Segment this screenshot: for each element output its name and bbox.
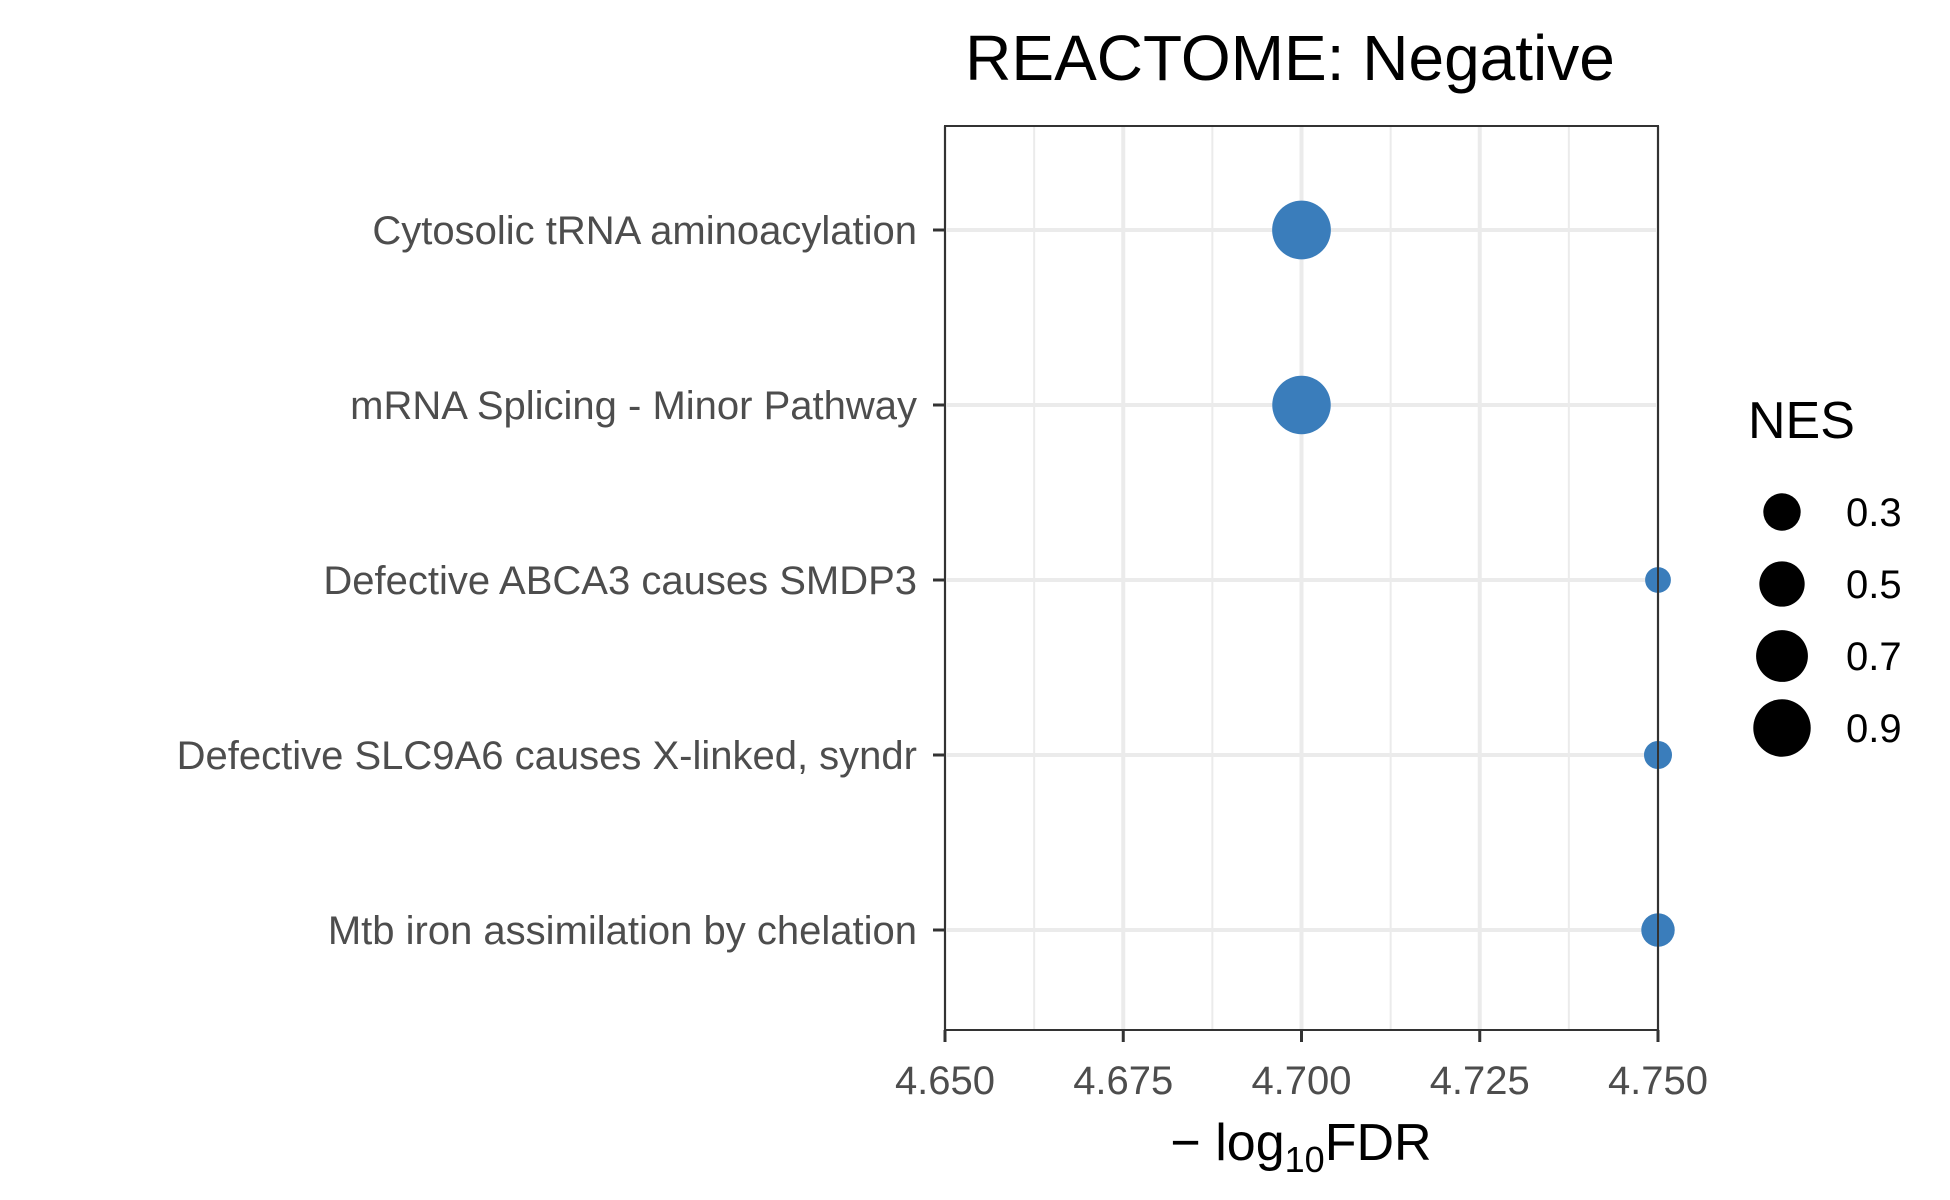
legend-label: 0.5 — [1846, 563, 1902, 607]
data-point — [1272, 200, 1331, 260]
y-tick-label: Defective ABCA3 causes SMDP3 — [323, 559, 917, 603]
legend-key — [1763, 493, 1801, 531]
x-tick-label: 4.725 — [1430, 1059, 1530, 1103]
x-tick-label: 4.675 — [1073, 1059, 1173, 1103]
legend-key — [1759, 561, 1805, 607]
y-tick-label: Mtb iron assimilation by chelation — [328, 909, 917, 953]
legend-label: 0.9 — [1846, 707, 1902, 751]
x-axis-title-prefix: − log — [1170, 1114, 1284, 1172]
x-axis: 4.650 4.675 4.700 4.725 4.750 — [895, 1030, 1708, 1103]
data-point — [1272, 375, 1331, 435]
x-tick-label: 4.700 — [1251, 1059, 1351, 1103]
size-legend: NES 0.3 0.5 0.7 0.9 — [1748, 392, 1902, 757]
x-tick-label: 4.750 — [1608, 1059, 1708, 1103]
legend-key — [1756, 630, 1808, 682]
y-axis: Cytosolic tRNA aminoacylation mRNA Splici… — [177, 209, 945, 953]
x-tick-label: 4.650 — [895, 1059, 995, 1103]
legend-key — [1753, 699, 1811, 757]
x-axis-title-suffix: FDR — [1325, 1114, 1432, 1172]
y-tick-label: Cytosolic tRNA aminoacylation — [372, 209, 917, 253]
chart-title-group: REACTOME: Negative — [965, 22, 1615, 94]
legend-label: 0.3 — [1846, 491, 1902, 535]
grid-layer — [943, 126, 1660, 1030]
legend-label: 0.7 — [1846, 635, 1902, 679]
y-tick-label: Defective SLC9A6 causes X-linked, syndr — [177, 734, 917, 778]
x-axis-title-subscript: 10 — [1285, 1139, 1325, 1180]
y-tick-label: mRNA Splicing - Minor Pathway — [350, 384, 917, 428]
x-axis-title: − log10FDR — [1170, 1114, 1431, 1180]
points-layer — [1272, 200, 1675, 947]
legend-title: NES — [1748, 392, 1855, 450]
chart-title: REACTOME: Negative — [965, 22, 1615, 94]
